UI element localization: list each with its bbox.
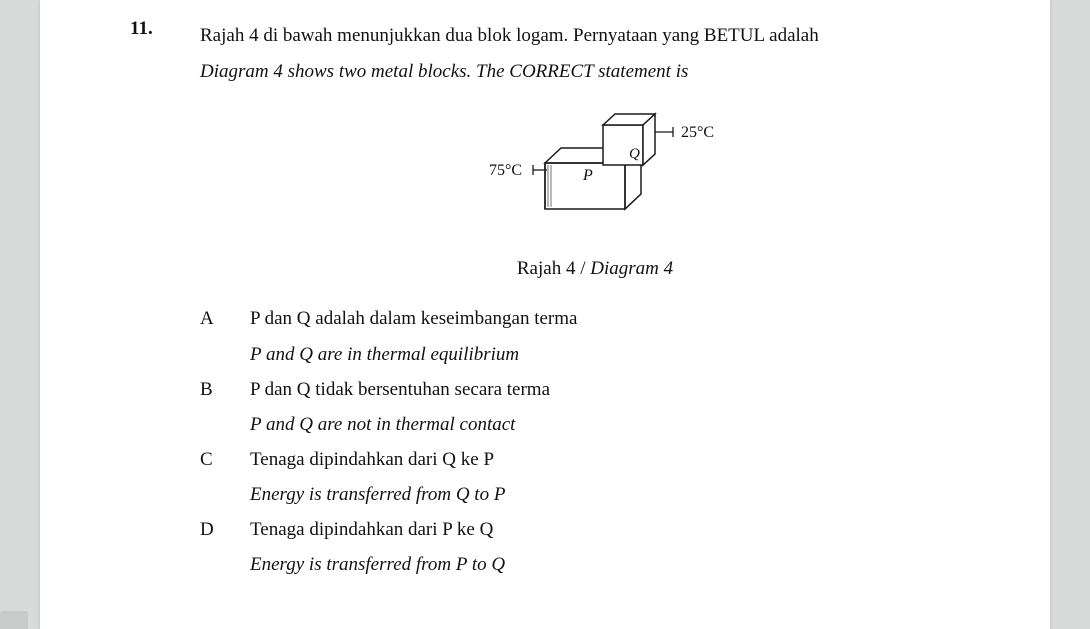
label-q: Q [629,146,640,162]
temp-p-label: 75°C [489,162,522,179]
diagram-caption: Rajah 4 / Diagram 4 [200,251,990,287]
option-text: P dan Q tidak bersentuhan secara terma P… [250,372,990,442]
label-p: P [582,167,593,184]
caption-en: Diagram 4 [590,258,673,279]
opt-en: P and Q are not in thermal contact [250,407,990,442]
option-text: Tenaga dipindahkan dari Q ke P Energy is… [250,442,990,512]
caption-sep: / [575,258,590,279]
option-text: P dan Q adalah dalam keseimbangan terma … [250,301,990,371]
question-number: 11. [130,18,200,40]
temp-q-label: 25°C [681,124,714,141]
blocks-diagram: P Q 75°C 25°C [435,108,755,228]
option-letter: C [200,442,250,477]
option-d: D Tenaga dipindahkan dari P ke Q Energy … [200,512,990,582]
opt-en: P and Q are in thermal equilibrium [250,337,990,372]
opt-ms: Tenaga dipindahkan dari P ke Q [250,512,990,547]
option-c: C Tenaga dipindahkan dari Q ke P Energy … [200,442,990,512]
option-text: Tenaga dipindahkan dari P ke Q Energy is… [250,512,990,582]
exam-page: 11. Rajah 4 di bawah menunjukkan dua blo… [40,0,1050,629]
option-letter: D [200,512,250,547]
question-body: Rajah 4 di bawah menunjukkan dua blok lo… [200,18,990,583]
option-a: A P dan Q adalah dalam keseimbangan term… [200,301,990,371]
opt-en: Energy is transferred from P to Q [250,547,990,582]
question-row: 11. Rajah 4 di bawah menunjukkan dua blo… [130,18,990,583]
diagram-container: P Q 75°C 25°C [200,108,990,241]
opt-ms: P dan Q tidak bersentuhan secara terma [250,372,990,407]
opt-en: Energy is transferred from Q to P [250,477,990,512]
opt-ms: Tenaga dipindahkan dari Q ke P [250,442,990,477]
option-b: B P dan Q tidak bersentuhan secara terma… [200,372,990,442]
option-letter: B [200,372,250,407]
scroll-indicator [0,611,28,629]
stem-english: Diagram 4 shows two metal blocks. The CO… [200,54,990,90]
opt-ms: P dan Q adalah dalam keseimbangan terma [250,301,990,336]
option-letter: A [200,301,250,336]
caption-ms: Rajah 4 [517,258,576,279]
stem-malay: Rajah 4 di bawah menunjukkan dua blok lo… [200,18,990,54]
options-list: A P dan Q adalah dalam keseimbangan term… [200,301,990,582]
